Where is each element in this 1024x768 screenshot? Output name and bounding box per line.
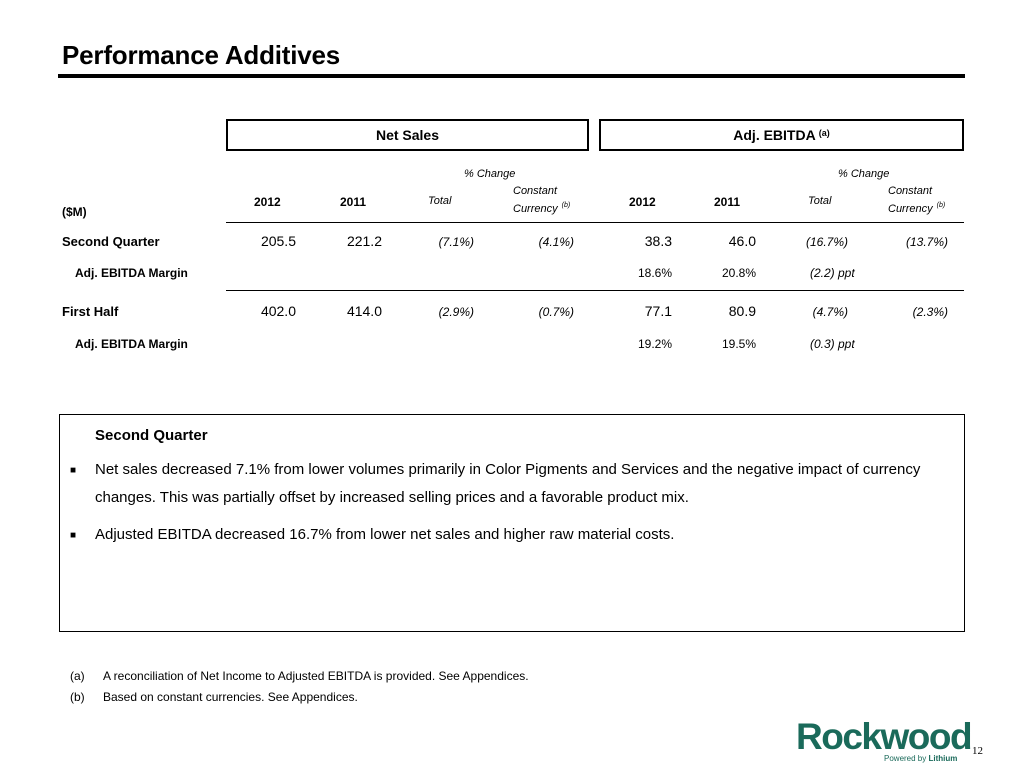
units-label: ($M): [62, 205, 87, 219]
ns-pct-change-label: % Change: [464, 168, 516, 180]
eb-col-2012: 2012: [629, 195, 656, 209]
page-title: Performance Additives: [62, 40, 341, 70]
cell-margin-2011: 19.5%: [721, 337, 756, 351]
square-bullet-icon: ■: [70, 530, 77, 541]
row-label: First Half: [62, 304, 119, 319]
cell-margin-change: (2.2) ppt: [810, 266, 855, 280]
footnote-text: A reconciliation of Net Income to Adjust…: [103, 669, 529, 683]
margin-label: Adj. EBITDA Margin: [75, 266, 188, 280]
cell-ns-total: (7.1%): [438, 235, 474, 249]
logo-tagline: Powered by Lithium: [884, 754, 958, 763]
cell-margin-change: (0.3) ppt: [810, 337, 855, 351]
cell-eb-cc: (13.7%): [905, 235, 948, 249]
footnote-label: (a): [70, 669, 85, 683]
ebitda-header-note: (a): [818, 128, 830, 138]
footnote-text: Based on constant currencies. See Append…: [103, 690, 358, 704]
commentary-box: [59, 414, 965, 632]
ns-col-2012: 2012: [254, 195, 281, 209]
eb-pct-change-label: % Change: [838, 168, 890, 180]
ebitda-header-label: Adj. EBITDA: [733, 127, 816, 143]
eb-col-total: Total: [808, 195, 832, 207]
ns-col-total: Total: [428, 195, 452, 207]
cell-ns-2012: 205.5: [260, 233, 296, 249]
footnote-label: (b): [70, 690, 85, 704]
cell-eb-2012: 77.1: [644, 303, 672, 319]
rockwood-logo: Rockwood: [796, 716, 973, 757]
commentary-heading: Second Quarter: [95, 427, 208, 444]
cell-eb-cc: (2.3%): [912, 305, 948, 319]
header-rule: [226, 222, 964, 223]
cell-eb-2011: 80.9: [728, 303, 756, 319]
cell-margin-2012: 18.6%: [637, 266, 672, 280]
cell-margin-2011: 20.8%: [721, 266, 756, 280]
ns-col-2011: 2011: [340, 195, 367, 209]
cell-ns-2011: 414.0: [346, 303, 382, 319]
eb-col-2011: 2011: [714, 195, 741, 209]
cell-eb-2012: 38.3: [644, 233, 672, 249]
cell-eb-total: (4.7%): [812, 305, 848, 319]
page-number: 12: [972, 745, 983, 757]
square-bullet-icon: ■: [70, 465, 77, 476]
net-sales-header-label: Net Sales: [375, 127, 440, 143]
net-sales-header: Net Sales: [226, 119, 589, 151]
eb-col-constant-2: Currency (b): [888, 202, 946, 215]
commentary-bullet: Net sales decreased 7.1% from lower volu…: [95, 461, 921, 506]
eb-col-constant-1: Constant: [888, 185, 933, 197]
cell-ns-cc: (0.7%): [538, 305, 574, 319]
cell-ns-total: (2.9%): [438, 305, 474, 319]
cell-ns-cc: (4.1%): [538, 235, 574, 249]
commentary-bullet: Adjusted EBITDA decreased 16.7% from low…: [95, 526, 675, 543]
ns-col-constant-1: Constant: [513, 185, 558, 197]
row-divider: [226, 290, 964, 291]
cell-margin-2012: 19.2%: [637, 337, 672, 351]
cell-eb-total: (16.7%): [805, 235, 848, 249]
ebitda-header: Adj. EBITDA (a): [599, 119, 964, 151]
title-divider: [58, 74, 965, 78]
cell-ns-2012: 402.0: [260, 303, 296, 319]
cell-eb-2011: 46.0: [728, 233, 756, 249]
cell-ns-2011: 221.2: [346, 233, 382, 249]
row-label: Second Quarter: [62, 234, 160, 249]
ns-col-constant-2: Currency (b): [513, 202, 571, 215]
margin-label: Adj. EBITDA Margin: [75, 337, 188, 351]
